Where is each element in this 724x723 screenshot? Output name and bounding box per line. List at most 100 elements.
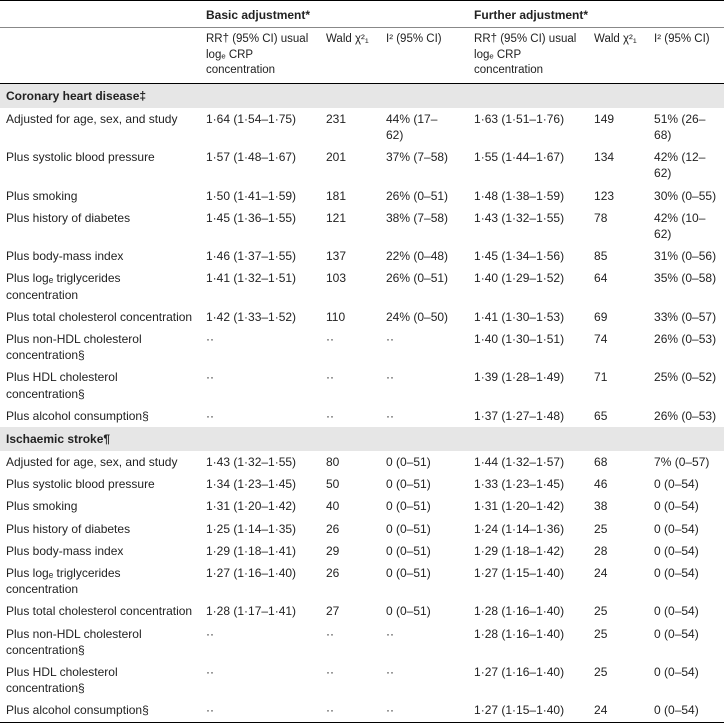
row-label: Plus HDL cholesterol concentration§ <box>0 366 200 404</box>
basic-i2: 0 (0–51) <box>380 473 460 495</box>
further-wald: 69 <box>588 306 648 328</box>
further-i2: 31% (0–56) <box>648 245 724 267</box>
basic-rr: ·· <box>200 623 320 661</box>
row-label: Plus total cholesterol concentration <box>0 600 200 622</box>
further-wald: 25 <box>588 518 648 540</box>
basic-rr: 1·25 (1·14–1·35) <box>200 518 320 540</box>
table-row: Plus HDL cholesterol concentration§·····… <box>0 661 724 699</box>
further-i2: 35% (0–58) <box>648 267 724 305</box>
table-row: Plus body-mass index1·29 (1·18–1·41)290 … <box>0 540 724 562</box>
basic-i2: 24% (0–50) <box>380 306 460 328</box>
basic-wald: 103 <box>320 267 380 305</box>
further-wald: 74 <box>588 328 648 366</box>
section-row: Ischaemic stroke¶ <box>0 427 724 451</box>
row-label: Plus body-mass index <box>0 245 200 267</box>
basic-rr: 1·46 (1·37–1·55) <box>200 245 320 267</box>
further-rr: 1·55 (1·44–1·67) <box>468 146 588 184</box>
further-i2: 7% (0–57) <box>648 451 724 473</box>
basic-i2: ·· <box>380 405 460 427</box>
basic-i2: 0 (0–51) <box>380 451 460 473</box>
basic-rr: ·· <box>200 328 320 366</box>
basic-i2: 0 (0–51) <box>380 495 460 517</box>
basic-rr: 1·28 (1·17–1·41) <box>200 600 320 622</box>
table-row: Plus smoking1·50 (1·41–1·59)18126% (0–51… <box>0 185 724 207</box>
basic-rr: 1·50 (1·41–1·59) <box>200 185 320 207</box>
further-i2: 42% (12–62) <box>648 146 724 184</box>
further-wald: 28 <box>588 540 648 562</box>
spacer <box>460 473 468 495</box>
basic-i2: 22% (0–48) <box>380 245 460 267</box>
basic-i2: ·· <box>380 328 460 366</box>
basic-wald-header: Wald χ²₁ <box>320 28 380 84</box>
further-rr: 1·37 (1·27–1·48) <box>468 405 588 427</box>
basic-wald: ·· <box>320 623 380 661</box>
basic-wald: 121 <box>320 207 380 245</box>
basic-header: Basic adjustment* <box>200 1 460 28</box>
further-wald: 65 <box>588 405 648 427</box>
table-row: Adjusted for age, sex, and study1·43 (1·… <box>0 451 724 473</box>
row-label: Plus history of diabetes <box>0 207 200 245</box>
basic-wald: 181 <box>320 185 380 207</box>
table-row: Plus total cholesterol concentration1·42… <box>0 306 724 328</box>
row-label: Adjusted for age, sex, and study <box>0 108 200 146</box>
basic-rr: 1·34 (1·23–1·45) <box>200 473 320 495</box>
row-label: Plus body-mass index <box>0 540 200 562</box>
basic-wald: ·· <box>320 405 380 427</box>
further-i2: 26% (0–53) <box>648 405 724 427</box>
row-label: Plus systolic blood pressure <box>0 473 200 495</box>
further-rr: 1·29 (1·18–1·42) <box>468 540 588 562</box>
row-label: Plus alcohol consumption§ <box>0 405 200 427</box>
basic-i2: 26% (0–51) <box>380 185 460 207</box>
basic-i2: ·· <box>380 661 460 699</box>
blank-header <box>0 1 200 28</box>
table-row: Plus history of diabetes1·25 (1·14–1·35)… <box>0 518 724 540</box>
table-row: Adjusted for age, sex, and study1·64 (1·… <box>0 108 724 146</box>
basic-rr: 1·27 (1·16–1·40) <box>200 562 320 600</box>
further-rr: 1·40 (1·29–1·52) <box>468 267 588 305</box>
basic-i2: 38% (7–58) <box>380 207 460 245</box>
further-wald: 24 <box>588 699 648 722</box>
further-i2: 25% (0–52) <box>648 366 724 404</box>
section-title: Ischaemic stroke¶ <box>0 427 724 451</box>
spacer <box>460 405 468 427</box>
table-row: Plus non-HDL cholesterol concentration§·… <box>0 328 724 366</box>
further-rr: 1·27 (1·15–1·40) <box>468 699 588 722</box>
basic-wald: 201 <box>320 146 380 184</box>
basic-wald: 110 <box>320 306 380 328</box>
basic-i2: 0 (0–51) <box>380 562 460 600</box>
further-wald: 24 <box>588 562 648 600</box>
spacer-subheader <box>460 28 468 84</box>
section-row: Coronary heart disease‡ <box>0 83 724 108</box>
spacer <box>460 518 468 540</box>
table-row: Plus systolic blood pressure1·57 (1·48–1… <box>0 146 724 184</box>
basic-wald: ·· <box>320 328 380 366</box>
spacer <box>460 185 468 207</box>
sub-header-row: RR† (95% CI) usual logₑ CRP concentratio… <box>0 28 724 84</box>
basic-i2: ·· <box>380 623 460 661</box>
basic-i2: 26% (0–51) <box>380 267 460 305</box>
further-i2: 0 (0–54) <box>648 495 724 517</box>
spacer <box>460 328 468 366</box>
further-wald: 78 <box>588 207 648 245</box>
section-title: Coronary heart disease‡ <box>0 83 724 108</box>
spacer <box>460 451 468 473</box>
further-i2: 0 (0–54) <box>648 623 724 661</box>
basic-i2: 0 (0–51) <box>380 518 460 540</box>
basic-wald: 231 <box>320 108 380 146</box>
further-rr: 1·40 (1·30–1·51) <box>468 328 588 366</box>
basic-rr: ·· <box>200 699 320 722</box>
further-i2: 0 (0–54) <box>648 540 724 562</box>
further-wald: 64 <box>588 267 648 305</box>
basic-i2: 44% (17–62) <box>380 108 460 146</box>
basic-wald: 50 <box>320 473 380 495</box>
further-i2: 0 (0–54) <box>648 473 724 495</box>
basic-rr: ·· <box>200 661 320 699</box>
further-header: Further adjustment* <box>468 1 724 28</box>
table-row: Plus alcohol consumption§······1·37 (1·2… <box>0 405 724 427</box>
further-rr: 1·43 (1·32–1·55) <box>468 207 588 245</box>
further-rr: 1·48 (1·38–1·59) <box>468 185 588 207</box>
spacer <box>460 562 468 600</box>
row-label: Plus systolic blood pressure <box>0 146 200 184</box>
spacer <box>460 245 468 267</box>
basic-wald: ·· <box>320 699 380 722</box>
